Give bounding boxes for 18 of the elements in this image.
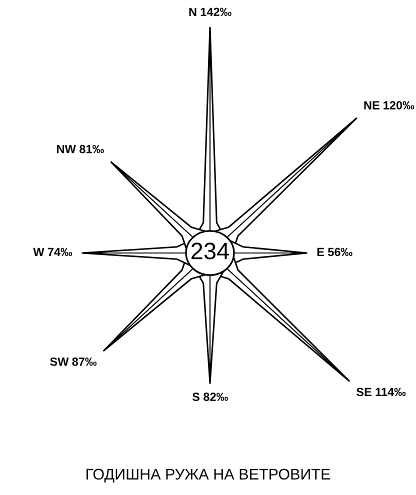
data-label: 82‰ — [204, 392, 228, 402]
data-label: 120‰ — [384, 101, 414, 110]
text: 234 — [191, 242, 230, 260]
category-label: W — [33, 248, 44, 256]
data-label: 56‰ — [328, 248, 352, 256]
category-label: N — [189, 8, 196, 16]
data-label: 114‰ — [376, 388, 406, 396]
category-label: NE — [364, 101, 380, 110]
data-label: 74‰ — [48, 248, 72, 256]
data-label: 142‰ — [200, 8, 232, 16]
category-label: E — [317, 248, 324, 256]
data-label: 87‰ — [72, 357, 97, 366]
category-label: NW — [57, 145, 76, 154]
text: ГОДИШНА РУЖА НА ВЕТРОВИТЕ — [86, 468, 330, 482]
data-label: 81‰ — [80, 144, 104, 154]
category-label: S — [192, 392, 200, 402]
category-label: SW — [50, 357, 69, 366]
category-label: SE — [356, 388, 372, 396]
